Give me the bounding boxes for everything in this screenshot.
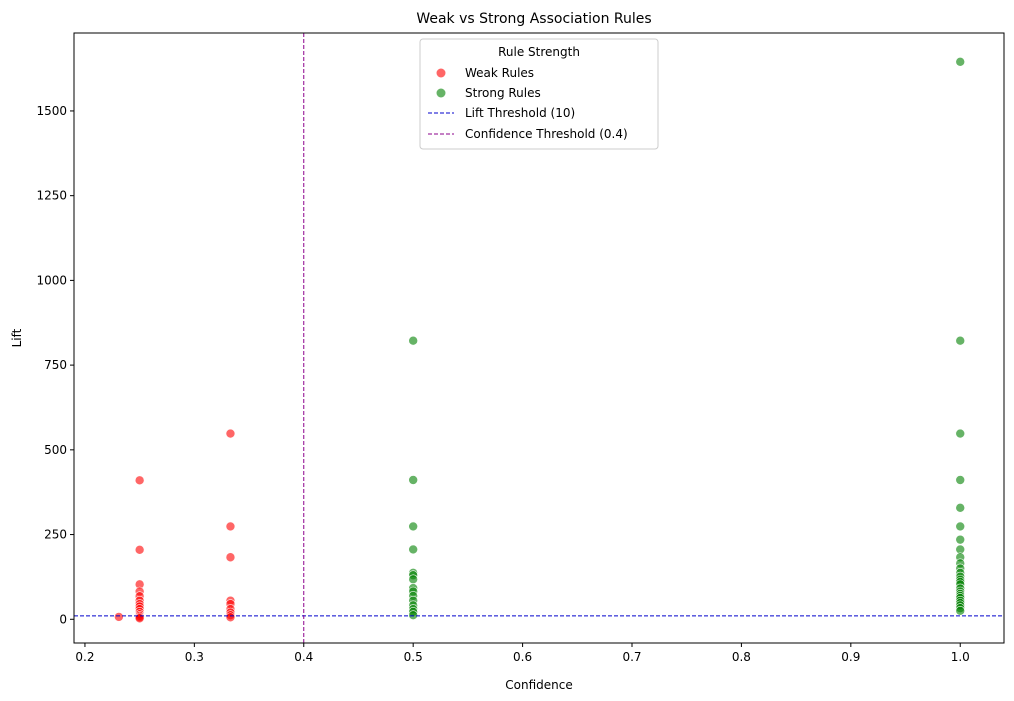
y-tick-label: 1000 xyxy=(36,273,67,287)
reference-lines xyxy=(74,33,1004,643)
y-tick-label: 250 xyxy=(44,528,67,542)
y-tick-label: 500 xyxy=(44,443,67,457)
x-tick-label: 0.3 xyxy=(185,650,204,664)
chart-title: Weak vs Strong Association Rules xyxy=(416,11,651,27)
weak-rule-point xyxy=(225,552,236,563)
x-tick-label: 0.4 xyxy=(294,650,313,664)
weak-rule-point xyxy=(114,612,124,622)
strong-rule-point xyxy=(955,606,966,616)
legend-label-weak: Weak Rules xyxy=(465,66,534,80)
x-tick-label: 0.9 xyxy=(841,650,860,664)
x-tick-label: 0.5 xyxy=(404,650,423,664)
weak-rule-point xyxy=(134,613,145,624)
strong-rule-point xyxy=(955,521,966,532)
weak-rule-point xyxy=(225,612,236,623)
points-layer xyxy=(114,57,966,624)
y-tick-label: 1500 xyxy=(36,104,67,118)
strong-rule-point xyxy=(955,475,966,485)
x-tick-label: 0.8 xyxy=(732,650,751,664)
strong-rule-point xyxy=(408,574,418,585)
weak-rule-point xyxy=(225,521,236,532)
strong-rule-point xyxy=(408,335,418,346)
legend-marker-strong xyxy=(436,88,446,98)
legend-title: Rule Strength xyxy=(498,45,580,59)
strong-rule-point xyxy=(408,521,418,532)
legend-label-strong: Strong Rules xyxy=(465,86,541,100)
x-tick-label: 0.2 xyxy=(75,650,94,664)
y-axis-ticks: 0 250 500 750 1000 1250 1500 xyxy=(36,104,74,626)
weak-rule-point xyxy=(134,475,145,486)
y-tick-label: 0 xyxy=(59,612,67,626)
strong-rule-point xyxy=(408,544,418,555)
strong-rule-point xyxy=(408,475,418,485)
strong-rule-point xyxy=(955,534,966,545)
legend-label-confidence-threshold: Confidence Threshold (0.4) xyxy=(465,127,628,141)
strong-rule-point xyxy=(955,502,966,513)
x-tick-label: 1.0 xyxy=(951,650,970,664)
plot-area-frame xyxy=(73,32,1005,644)
x-tick-label: 0.7 xyxy=(622,650,641,664)
x-axis-label: Confidence xyxy=(505,678,572,692)
y-tick-label: 750 xyxy=(44,358,67,372)
strong-rule-point xyxy=(955,428,966,439)
y-axis-label: Lift xyxy=(10,328,24,347)
weak-rule-point xyxy=(225,428,236,439)
y-tick-label: 1250 xyxy=(36,189,67,203)
legend-marker-weak xyxy=(436,68,446,78)
strong-rule-point xyxy=(955,335,966,346)
strong-rule-point xyxy=(408,610,418,621)
legend-label-lift-threshold: Lift Threshold (10) xyxy=(465,106,575,120)
x-tick-label: 0.6 xyxy=(513,650,532,664)
legend: Rule Strength Weak Rules Strong Rules Li… xyxy=(419,38,659,150)
x-axis-ticks: 0.2 0.3 0.4 0.5 0.6 0.7 0.8 0.9 1.0 xyxy=(75,643,970,664)
strong-rule-point xyxy=(955,57,966,67)
weak-rule-point xyxy=(134,545,145,555)
legend-box xyxy=(419,38,659,150)
